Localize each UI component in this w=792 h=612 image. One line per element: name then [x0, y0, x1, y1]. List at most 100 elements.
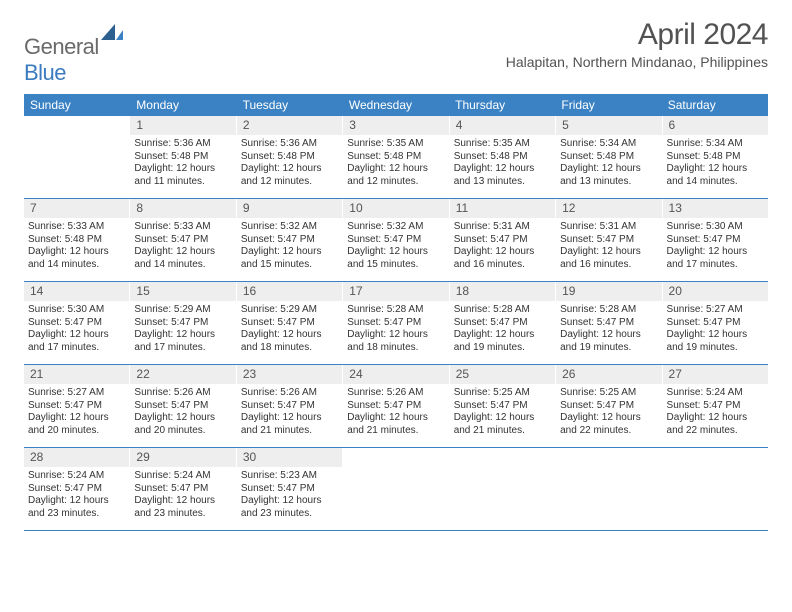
- daylight-text-2: and 16 minutes.: [560, 259, 657, 272]
- day-cell: 15Sunrise: 5:29 AMSunset: 5:47 PMDayligh…: [130, 282, 236, 364]
- daylight-text-1: Daylight: 12 hours: [347, 163, 444, 176]
- daylight-text-2: and 21 minutes.: [454, 425, 551, 438]
- day-body: Sunrise: 5:34 AMSunset: 5:48 PMDaylight:…: [556, 135, 661, 194]
- dayhead-thu: Thursday: [449, 94, 555, 116]
- daylight-text-2: and 17 minutes.: [134, 342, 231, 355]
- daylight-text-1: Daylight: 12 hours: [560, 246, 657, 259]
- sunset-text: Sunset: 5:47 PM: [241, 483, 338, 496]
- day-body: Sunrise: 5:29 AMSunset: 5:47 PMDaylight:…: [237, 301, 342, 360]
- sunset-text: Sunset: 5:47 PM: [667, 400, 764, 413]
- day-body: Sunrise: 5:25 AMSunset: 5:47 PMDaylight:…: [450, 384, 555, 443]
- day-number: 24: [343, 365, 448, 384]
- sunset-text: Sunset: 5:47 PM: [241, 400, 338, 413]
- daylight-text-2: and 20 minutes.: [28, 425, 125, 438]
- day-cell: [450, 448, 556, 530]
- daylight-text-2: and 15 minutes.: [347, 259, 444, 272]
- daylight-text-1: Daylight: 12 hours: [134, 495, 231, 508]
- day-number: 11: [450, 199, 555, 218]
- sunset-text: Sunset: 5:48 PM: [454, 151, 551, 164]
- calendar-grid: Sunday Monday Tuesday Wednesday Thursday…: [24, 94, 768, 531]
- day-number: 4: [450, 116, 555, 135]
- sunrise-text: Sunrise: 5:26 AM: [134, 387, 231, 400]
- day-body: Sunrise: 5:33 AMSunset: 5:48 PMDaylight:…: [24, 218, 129, 277]
- sunrise-text: Sunrise: 5:25 AM: [560, 387, 657, 400]
- day-body: Sunrise: 5:35 AMSunset: 5:48 PMDaylight:…: [450, 135, 555, 194]
- day-number: 25: [450, 365, 555, 384]
- day-body: Sunrise: 5:26 AMSunset: 5:47 PMDaylight:…: [237, 384, 342, 443]
- daylight-text-2: and 12 minutes.: [241, 176, 338, 189]
- sunset-text: Sunset: 5:48 PM: [28, 234, 125, 247]
- sunset-text: Sunset: 5:47 PM: [28, 317, 125, 330]
- sunrise-text: Sunrise: 5:26 AM: [241, 387, 338, 400]
- brand-logo: General Blue: [24, 24, 123, 86]
- dayhead-mon: Monday: [130, 94, 236, 116]
- dayhead-tue: Tuesday: [237, 94, 343, 116]
- daylight-text-2: and 23 minutes.: [241, 508, 338, 521]
- daylight-text-2: and 14 minutes.: [134, 259, 231, 272]
- day-number: 23: [237, 365, 342, 384]
- sunrise-text: Sunrise: 5:30 AM: [667, 221, 764, 234]
- day-cell: 6Sunrise: 5:34 AMSunset: 5:48 PMDaylight…: [663, 116, 768, 198]
- day-body: Sunrise: 5:28 AMSunset: 5:47 PMDaylight:…: [343, 301, 448, 360]
- daylight-text-1: Daylight: 12 hours: [667, 246, 764, 259]
- day-cell: [556, 448, 662, 530]
- sunset-text: Sunset: 5:47 PM: [560, 317, 657, 330]
- day-cell: [24, 116, 130, 198]
- sunset-text: Sunset: 5:47 PM: [667, 317, 764, 330]
- day-number: 10: [343, 199, 448, 218]
- daylight-text-1: Daylight: 12 hours: [28, 412, 125, 425]
- dayhead-fri: Friday: [555, 94, 661, 116]
- day-number: 6: [663, 116, 768, 135]
- sunrise-text: Sunrise: 5:34 AM: [560, 138, 657, 151]
- day-number: 15: [130, 282, 235, 301]
- daylight-text-2: and 14 minutes.: [28, 259, 125, 272]
- daylight-text-1: Daylight: 12 hours: [667, 329, 764, 342]
- sunrise-text: Sunrise: 5:32 AM: [241, 221, 338, 234]
- day-number: 5: [556, 116, 661, 135]
- day-body: Sunrise: 5:30 AMSunset: 5:47 PMDaylight:…: [663, 218, 768, 277]
- daylight-text-2: and 19 minutes.: [560, 342, 657, 355]
- logo-sail-icon: [101, 24, 123, 40]
- daylight-text-2: and 12 minutes.: [347, 176, 444, 189]
- day-body: Sunrise: 5:29 AMSunset: 5:47 PMDaylight:…: [130, 301, 235, 360]
- day-cell: 18Sunrise: 5:28 AMSunset: 5:47 PMDayligh…: [450, 282, 556, 364]
- day-body: Sunrise: 5:28 AMSunset: 5:47 PMDaylight:…: [450, 301, 555, 360]
- day-cell: 7Sunrise: 5:33 AMSunset: 5:48 PMDaylight…: [24, 199, 130, 281]
- day-cell: 23Sunrise: 5:26 AMSunset: 5:47 PMDayligh…: [237, 365, 343, 447]
- daylight-text-1: Daylight: 12 hours: [28, 329, 125, 342]
- sunset-text: Sunset: 5:47 PM: [667, 234, 764, 247]
- day-cell: 5Sunrise: 5:34 AMSunset: 5:48 PMDaylight…: [556, 116, 662, 198]
- day-cell: 10Sunrise: 5:32 AMSunset: 5:47 PMDayligh…: [343, 199, 449, 281]
- sunset-text: Sunset: 5:47 PM: [241, 234, 338, 247]
- day-cell: 27Sunrise: 5:24 AMSunset: 5:47 PMDayligh…: [663, 365, 768, 447]
- daylight-text-2: and 20 minutes.: [134, 425, 231, 438]
- day-body: Sunrise: 5:27 AMSunset: 5:47 PMDaylight:…: [663, 301, 768, 360]
- sunset-text: Sunset: 5:47 PM: [560, 400, 657, 413]
- daylight-text-1: Daylight: 12 hours: [241, 163, 338, 176]
- sunset-text: Sunset: 5:47 PM: [134, 400, 231, 413]
- daylight-text-1: Daylight: 12 hours: [134, 246, 231, 259]
- day-body: Sunrise: 5:28 AMSunset: 5:47 PMDaylight:…: [556, 301, 661, 360]
- daylight-text-1: Daylight: 12 hours: [454, 329, 551, 342]
- day-cell: [343, 448, 449, 530]
- sunset-text: Sunset: 5:48 PM: [347, 151, 444, 164]
- day-number: 7: [24, 199, 129, 218]
- sunrise-text: Sunrise: 5:32 AM: [347, 221, 444, 234]
- daylight-text-2: and 22 minutes.: [560, 425, 657, 438]
- day-cell: 17Sunrise: 5:28 AMSunset: 5:47 PMDayligh…: [343, 282, 449, 364]
- daylight-text-2: and 22 minutes.: [667, 425, 764, 438]
- sunrise-text: Sunrise: 5:24 AM: [667, 387, 764, 400]
- day-number: 1: [130, 116, 235, 135]
- day-number: 22: [130, 365, 235, 384]
- sunset-text: Sunset: 5:47 PM: [134, 234, 231, 247]
- day-cell: 25Sunrise: 5:25 AMSunset: 5:47 PMDayligh…: [450, 365, 556, 447]
- daylight-text-2: and 19 minutes.: [454, 342, 551, 355]
- sunset-text: Sunset: 5:47 PM: [454, 400, 551, 413]
- sunset-text: Sunset: 5:48 PM: [560, 151, 657, 164]
- sunrise-text: Sunrise: 5:36 AM: [241, 138, 338, 151]
- page-header: General Blue April 2024 Halapitan, North…: [24, 18, 768, 86]
- day-body: Sunrise: 5:26 AMSunset: 5:47 PMDaylight:…: [343, 384, 448, 443]
- daylight-text-1: Daylight: 12 hours: [134, 412, 231, 425]
- daylight-text-2: and 13 minutes.: [454, 176, 551, 189]
- daylight-text-1: Daylight: 12 hours: [560, 329, 657, 342]
